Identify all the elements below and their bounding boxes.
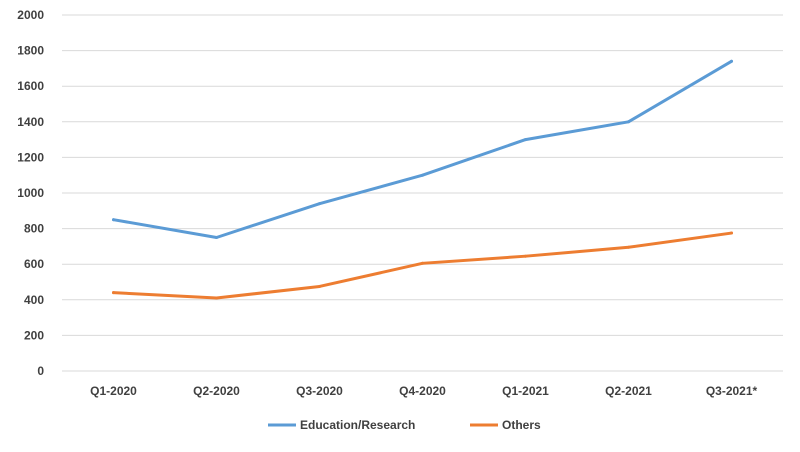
y-tick-label: 2000 [17,8,44,22]
data-point [524,138,527,142]
legend-label: Others [502,418,541,432]
data-point [215,296,218,300]
data-point [318,284,321,288]
legend: Education/Research Others [268,418,541,432]
series-line-education-research [112,59,733,239]
gridlines [62,14,783,372]
legend-label: Education/Research [300,418,415,432]
series-line-others [112,231,733,300]
y-tick-label: 400 [24,293,44,307]
y-tick-label: 200 [24,328,44,342]
data-point [421,173,424,177]
data-point [627,245,630,249]
y-tick-label: 0 [37,364,44,378]
x-tick-label: Q4-2020 [399,384,446,398]
x-tick-label: Q2-2021 [605,384,652,398]
x-tick-label: Q3-2020 [296,384,343,398]
y-tick-label: 600 [24,257,44,271]
series-lines [112,59,733,300]
x-axis: Q1-2020 Q2-2020 Q3-2020 Q4-2020 Q1-2021 Q2-20… [90,384,757,398]
y-tick-label: 1400 [17,115,44,129]
x-tick-label: Q1-2021 [502,384,549,398]
data-point [730,59,733,63]
data-point [627,120,630,124]
x-tick-label: Q1-2020 [90,384,137,398]
data-point [421,261,424,265]
data-point [318,202,321,206]
data-point [730,231,733,235]
y-tick-label: 1600 [17,79,44,93]
y-tick-label: 1000 [17,186,44,200]
x-tick-label: Q2-2020 [193,384,240,398]
y-tick-label: 800 [24,222,44,236]
y-tick-label: 1200 [17,150,44,164]
y-tick-label: 1800 [17,44,44,58]
data-point [215,236,218,239]
y-axis: 0 200 400 600 800 1000 1200 1400 1600 1800 2000 [17,8,44,378]
data-point [112,218,115,222]
data-point [524,254,527,258]
data-point [112,291,115,295]
x-tick-label: Q3-2021* [706,384,758,398]
